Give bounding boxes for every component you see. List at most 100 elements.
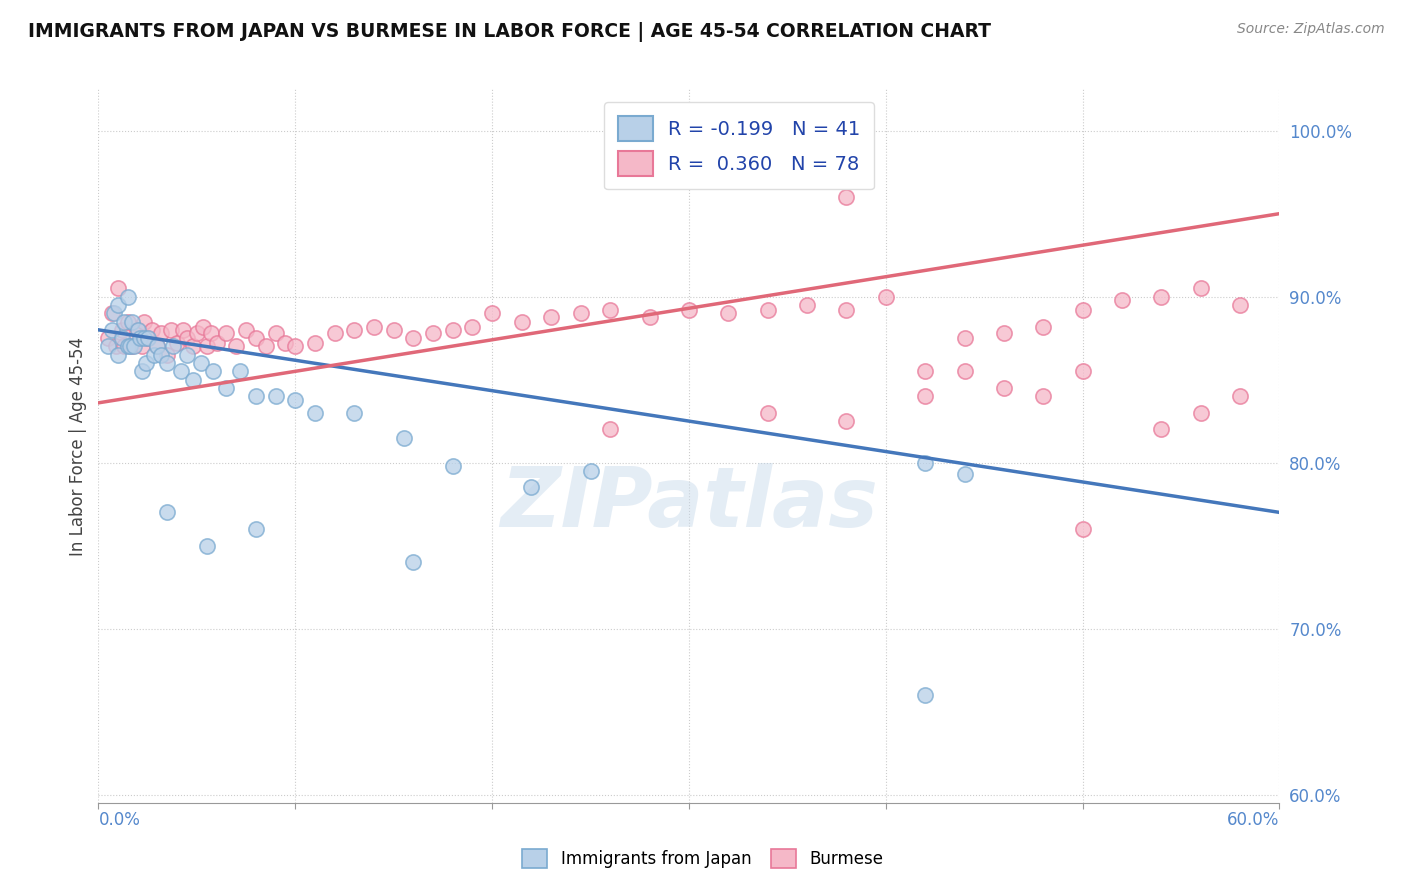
- Point: [107, 298, 129, 312]
- Point: [1071, 522, 1094, 536]
- Point: [122, 339, 145, 353]
- Point: [323, 326, 346, 340]
- Point: [146, 339, 169, 353]
- Point: [121, 339, 143, 353]
- Point: [195, 539, 218, 553]
- Point: [150, 326, 173, 340]
- Point: [914, 364, 936, 378]
- Point: [111, 323, 134, 337]
- Point: [200, 326, 222, 340]
- Point: [135, 356, 157, 370]
- Point: [343, 406, 366, 420]
- Point: [195, 339, 218, 353]
- Point: [599, 422, 621, 436]
- Point: [128, 331, 150, 345]
- Point: [105, 339, 128, 353]
- Point: [132, 314, 155, 328]
- Point: [796, 298, 818, 312]
- Point: [166, 336, 188, 351]
- Point: [835, 414, 858, 428]
- Point: [127, 323, 149, 337]
- Point: [215, 381, 238, 395]
- Point: [392, 431, 415, 445]
- Point: [97, 339, 120, 353]
- Point: [245, 331, 267, 345]
- Point: [225, 339, 247, 353]
- Point: [993, 381, 1015, 395]
- Point: [363, 319, 385, 334]
- Point: [121, 314, 143, 328]
- Text: ZIPatlas: ZIPatlas: [501, 463, 877, 543]
- Point: [1189, 281, 1212, 295]
- Text: 0.0%: 0.0%: [98, 811, 141, 829]
- Point: [274, 336, 297, 351]
- Point: [540, 310, 562, 324]
- Point: [569, 306, 592, 320]
- Point: [993, 326, 1015, 340]
- Point: [118, 339, 141, 353]
- Point: [1150, 422, 1173, 436]
- Point: [112, 339, 135, 353]
- Point: [461, 319, 484, 334]
- Point: [875, 290, 897, 304]
- Point: [599, 302, 621, 317]
- Point: [481, 306, 503, 320]
- Point: [107, 281, 129, 295]
- Point: [1032, 389, 1054, 403]
- Point: [117, 290, 139, 304]
- Point: [304, 406, 326, 420]
- Point: [235, 323, 257, 337]
- Point: [111, 331, 134, 345]
- Point: [835, 190, 858, 204]
- Point: [101, 323, 124, 337]
- Point: [1111, 293, 1133, 307]
- Point: [107, 348, 129, 362]
- Point: [176, 331, 198, 345]
- Point: [181, 373, 204, 387]
- Point: [229, 364, 252, 378]
- Point: [117, 314, 139, 328]
- Point: [146, 339, 169, 353]
- Point: [156, 505, 179, 519]
- Point: [1071, 302, 1094, 317]
- Text: 60.0%: 60.0%: [1227, 811, 1279, 829]
- Point: [402, 331, 425, 345]
- Point: [170, 364, 193, 378]
- Point: [304, 336, 326, 351]
- Point: [136, 331, 159, 345]
- Point: [1229, 389, 1251, 403]
- Point: [156, 356, 179, 370]
- Point: [201, 364, 224, 378]
- Point: [112, 314, 135, 328]
- Point: [284, 339, 307, 353]
- Point: [579, 464, 602, 478]
- Point: [422, 326, 444, 340]
- Point: [678, 302, 700, 317]
- Point: [127, 323, 149, 337]
- Point: [914, 389, 936, 403]
- Point: [117, 339, 139, 353]
- Point: [953, 331, 976, 345]
- Point: [186, 326, 208, 340]
- Point: [245, 389, 267, 403]
- Point: [1189, 406, 1212, 420]
- Text: Source: ZipAtlas.com: Source: ZipAtlas.com: [1237, 22, 1385, 37]
- Point: [136, 331, 159, 345]
- Point: [717, 306, 740, 320]
- Point: [181, 339, 204, 353]
- Point: [382, 323, 405, 337]
- Point: [1071, 364, 1094, 378]
- Point: [402, 555, 425, 569]
- Point: [101, 306, 124, 320]
- Point: [141, 323, 163, 337]
- Point: [162, 339, 184, 353]
- Point: [160, 323, 183, 337]
- Point: [97, 331, 120, 345]
- Point: [914, 456, 936, 470]
- Point: [142, 348, 165, 362]
- Point: [1150, 290, 1173, 304]
- Point: [156, 348, 179, 362]
- Legend: R = -0.199   N = 41, R =  0.360   N = 78: R = -0.199 N = 41, R = 0.360 N = 78: [605, 103, 875, 189]
- Point: [835, 302, 858, 317]
- Point: [441, 323, 464, 337]
